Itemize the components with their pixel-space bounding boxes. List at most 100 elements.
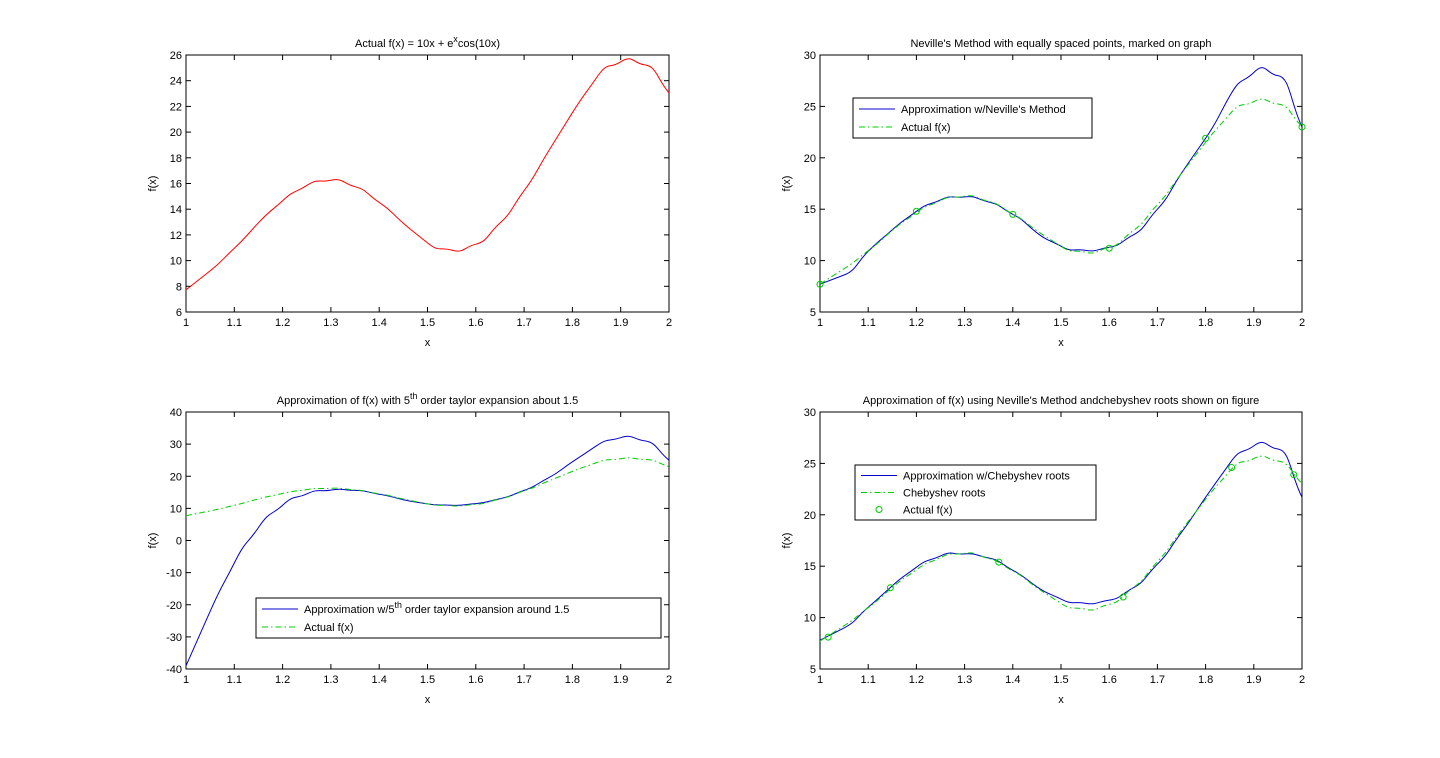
x-tick-label: 1.3 [323, 674, 338, 686]
x-tick-label: 1.4 [1005, 317, 1020, 329]
series-line-1 [819, 67, 1303, 285]
x-tick-label: 1.8 [1198, 674, 1213, 686]
axes-box [185, 54, 670, 313]
chart-title: Actual f(x) = 10x + excos(10x) [355, 34, 500, 50]
legend-box [854, 464, 1097, 521]
legend-marker [875, 506, 883, 513]
y-tick-label: 0 [176, 536, 182, 548]
y-tick-label: 8 [176, 281, 182, 293]
subplot-4: 1 1.1 1.2 1.3 1.4 1.5 1.6 1.7 1.8 1.9 251015202530… [781, 395, 1305, 706]
subplot-3: 1 1.1 1.2 1.3 1.4 1.5 1.6 1.7 1.8 1.9 2 -40 -30 -20 -1… [147, 391, 672, 706]
x-tick-label: 1.2 [909, 317, 924, 329]
x-tick-label: 1.4 [1005, 674, 1020, 686]
x-tick-label: 1.5 [420, 317, 435, 329]
y-tick-label: 30 [804, 407, 816, 419]
data-marker [1298, 123, 1306, 131]
x-tick-label: 1.8 [1198, 317, 1213, 329]
y-tick-label: -10 [166, 568, 182, 580]
series-line-2 [185, 457, 670, 517]
y-tick-label: 14 [170, 204, 182, 216]
x-tick-label: 1.4 [372, 674, 387, 686]
x-tick-label: 1.6 [468, 317, 483, 329]
axes-box [819, 54, 1303, 313]
y-axis-label: f(x) [147, 533, 159, 549]
x-tick-label: 1.1 [861, 317, 876, 329]
x-axis-label: x [1058, 337, 1064, 349]
y-tick-label: 5 [810, 307, 816, 319]
x-tick-label: 1.3 [957, 674, 972, 686]
legend-label: Chebyshev roots [903, 488, 986, 500]
x-tick-label: 1.9 [613, 317, 628, 329]
y-tick-label: -40 [166, 664, 182, 676]
data-marker [1202, 134, 1210, 142]
y-tick-label: 30 [804, 50, 816, 62]
x-tick-label: 1 [183, 317, 189, 329]
legend-box [852, 97, 1093, 139]
chart-title: Approximation of f(x) with 5th order tay… [277, 391, 578, 407]
x-tick-label: 1.4 [372, 317, 387, 329]
x-axis-label: x [425, 337, 431, 349]
y-tick-label: 18 [170, 153, 182, 165]
x-axis-label: x [425, 694, 431, 706]
x-tick-label: 1.3 [957, 317, 972, 329]
series-line-2 [819, 98, 1303, 285]
x-tick-label: 1.9 [1246, 674, 1261, 686]
subplot-1: 1 1.1 1.2 1.3 1.4 1.5 1.6 1.7 1.8 1.9 268101214161… [147, 34, 672, 349]
y-axis-label: f(x) [147, 176, 159, 192]
x-tick-label: 1.7 [1150, 317, 1165, 329]
x-tick-label: 1.2 [909, 674, 924, 686]
subplot-2: 1 1.1 1.2 1.3 1.4 1.5 1.6 1.7 1.8 1.9 251015202530… [781, 38, 1306, 349]
x-tick-label: 1 [817, 317, 823, 329]
x-axis-label: x [1058, 694, 1064, 706]
y-tick-label: 10 [804, 613, 816, 625]
x-tick-label: 1.6 [1102, 674, 1117, 686]
x-tick-label: 1.1 [861, 674, 876, 686]
x-tick-label: 1.5 [1053, 317, 1068, 329]
legend: Approximation w/Chebyshev roots Chebyshev… [854, 464, 1097, 521]
y-tick-label: 26 [170, 50, 182, 62]
y-tick-label: 15 [804, 561, 816, 573]
x-tick-label: 1.8 [565, 317, 580, 329]
y-tick-label: 24 [170, 76, 182, 88]
data-marker [824, 633, 832, 641]
legend-label: Approximation w/Chebyshev roots [903, 471, 1070, 483]
legend-label: Approximation w/Neville's Method [901, 104, 1066, 116]
x-tick-label: 2 [1299, 674, 1305, 686]
axes-box [819, 411, 1303, 670]
data-marker [886, 584, 894, 592]
chart-title: Approximation of f(x) using Neville's Me… [863, 395, 1259, 407]
y-tick-label: 6 [176, 307, 182, 319]
y-tick-label: -20 [166, 600, 182, 612]
x-tick-label: 1 [183, 674, 189, 686]
y-tick-label: 25 [804, 458, 816, 470]
data-marker [1228, 464, 1236, 472]
y-tick-label: -30 [166, 632, 182, 644]
x-tick-label: 1.2 [275, 317, 290, 329]
data-marker [1009, 210, 1017, 218]
x-tick-label: 2 [666, 674, 672, 686]
chart-title: Neville's Method with equally spaced poi… [910, 38, 1211, 50]
y-tick-label: 5 [810, 664, 816, 676]
y-tick-label: 10 [170, 503, 182, 515]
y-tick-label: 20 [170, 127, 182, 139]
y-tick-label: 16 [170, 179, 182, 191]
y-tick-label: 10 [804, 256, 816, 268]
series-line-1 [185, 58, 670, 291]
legend-label: Approximation w/5th order taylor expansi… [304, 600, 569, 616]
x-tick-label: 1.2 [275, 674, 290, 686]
y-tick-label: 20 [804, 153, 816, 165]
y-tick-label: 25 [804, 101, 816, 113]
x-tick-label: 1.7 [516, 674, 531, 686]
x-tick-label: 1.1 [227, 317, 242, 329]
x-tick-label: 1.6 [1102, 317, 1117, 329]
x-tick-label: 1.7 [1150, 674, 1165, 686]
data-marker [1105, 244, 1113, 252]
x-tick-label: 1 [817, 674, 823, 686]
y-tick-label: 20 [804, 510, 816, 522]
series-line-1 [819, 441, 1303, 641]
x-tick-label: 1.1 [227, 674, 242, 686]
y-axis-label: f(x) [781, 176, 793, 192]
x-tick-label: 1.9 [1246, 317, 1261, 329]
y-axis-label: f(x) [781, 533, 793, 549]
